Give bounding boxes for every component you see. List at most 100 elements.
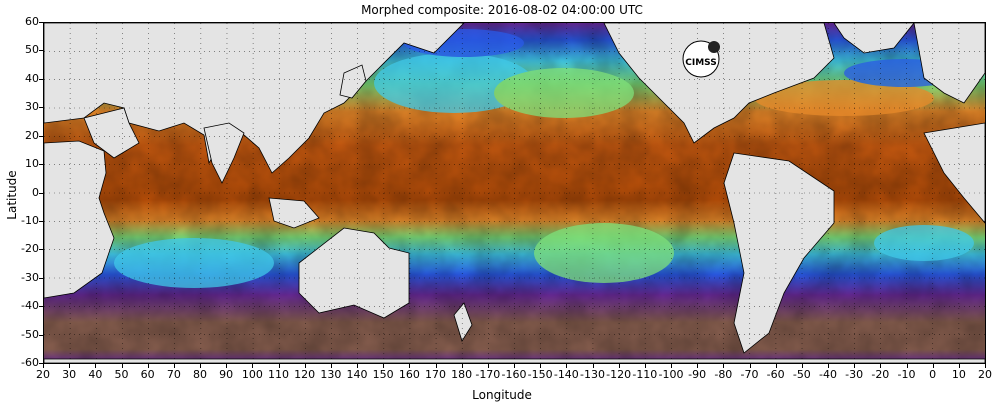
- x-tick-label: 180: [451, 368, 473, 381]
- y-tick-mark: [39, 107, 43, 109]
- x-tick-label: -150: [527, 368, 553, 381]
- land-masses: [44, 23, 985, 363]
- y-tick-mark: [39, 306, 43, 308]
- x-tick-label: -60: [766, 368, 785, 381]
- x-tick-label: -70: [740, 368, 759, 381]
- y-tick-label: 10: [25, 157, 39, 171]
- australia: [298, 227, 410, 319]
- x-tick-mark: [671, 364, 672, 368]
- x-tick-mark: [278, 364, 280, 368]
- x-tick-mark: [357, 364, 358, 368]
- x-tick-label: -120: [606, 368, 632, 381]
- x-tick-mark: [592, 364, 594, 368]
- south-america: [723, 152, 835, 354]
- x-tick-mark: [69, 364, 71, 368]
- x-tick-label: 110: [268, 368, 289, 381]
- x-tick-label: 170: [425, 368, 446, 381]
- moisture-streaks: [114, 29, 974, 288]
- y-tick-label: -60: [21, 356, 39, 369]
- x-tick-label: -10: [897, 368, 916, 381]
- x-tick-mark: [985, 364, 986, 368]
- y-tick-label: -30: [21, 270, 39, 284]
- y-tick-label: 50: [25, 43, 39, 57]
- x-tick-label: -90: [688, 368, 707, 381]
- y-tick-mark: [39, 78, 43, 80]
- x-tick-label: -100: [658, 368, 684, 381]
- y-tick-label: 40: [25, 71, 39, 85]
- x-tick-mark: [409, 364, 411, 368]
- x-tick-label: 10: [951, 368, 966, 381]
- x-tick-mark: [880, 364, 882, 368]
- svg-text:CIMSS: CIMSS: [685, 58, 716, 68]
- y-tick-label: 30: [25, 100, 39, 114]
- y-tick-mark: [39, 277, 43, 279]
- x-tick-label: -130: [580, 368, 605, 381]
- x-tick-label: -140: [553, 368, 579, 381]
- x-tick-mark: [330, 364, 332, 368]
- x-tick-mark: [95, 364, 97, 368]
- map-plot-area: CIMSS: [43, 22, 986, 364]
- west-africa: [923, 122, 985, 224]
- x-tick-mark: [487, 364, 489, 368]
- x-tick-label: 70: [166, 368, 181, 381]
- x-tick-mark: [801, 364, 803, 368]
- x-tick-mark: [121, 364, 123, 368]
- x-tick-label: -110: [632, 368, 658, 381]
- x-tick-label: 120: [294, 368, 316, 381]
- x-tick-mark: [906, 364, 908, 368]
- x-axis-label: Longitude: [472, 388, 532, 402]
- x-tick-mark: [828, 364, 829, 368]
- y-tick-mark: [39, 334, 43, 336]
- x-tick-label: -50: [792, 368, 811, 381]
- x-tick-label: 90: [219, 368, 234, 381]
- x-tick-label: -20: [871, 368, 890, 381]
- x-tick-mark: [435, 364, 437, 368]
- y-tick-mark: [39, 192, 43, 194]
- north-america: [603, 23, 835, 144]
- x-tick-label: 80: [193, 368, 207, 381]
- greenland: [833, 23, 915, 54]
- y-tick-mark: [39, 164, 43, 166]
- x-tick-mark: [252, 364, 254, 368]
- y-tick-mark: [39, 220, 43, 222]
- y-tick-label: 60: [25, 15, 39, 28]
- x-tick-mark: [147, 364, 149, 368]
- x-tick-label: 20: [978, 368, 992, 381]
- india: [203, 122, 245, 184]
- x-tick-mark: [43, 364, 44, 368]
- y-tick-mark: [39, 135, 43, 137]
- eurasia: [44, 23, 465, 174]
- y-tick-label: -10: [21, 213, 39, 227]
- y-tick-mark: [39, 249, 43, 251]
- x-tick-mark: [854, 364, 856, 368]
- x-tick-mark: [200, 364, 201, 368]
- y-tick-label: -20: [21, 242, 39, 256]
- europe: [913, 23, 985, 104]
- x-tick-label: 50: [114, 368, 129, 381]
- y-tick-mark: [39, 363, 43, 364]
- x-tick-label: 20: [36, 368, 50, 381]
- x-tick-label: -160: [501, 368, 527, 381]
- x-tick-mark: [958, 364, 960, 368]
- x-tick-label: -40: [819, 368, 837, 381]
- x-tick-label: -30: [845, 368, 864, 381]
- x-tick-label: 130: [320, 368, 342, 381]
- x-tick-mark: [932, 364, 934, 368]
- x-tick-mark: [514, 364, 515, 368]
- x-tick-label: -80: [714, 368, 733, 381]
- x-tick-mark: [775, 364, 777, 368]
- x-tick-label: 40: [88, 368, 103, 381]
- y-tick-label: -50: [21, 327, 39, 341]
- x-tick-mark: [173, 364, 175, 368]
- precipitable-water-map: [44, 23, 985, 363]
- x-tick-mark: [749, 364, 751, 368]
- x-tick-mark: [644, 364, 646, 368]
- y-tick-label: 0: [32, 185, 39, 199]
- x-tick-label: 140: [346, 368, 368, 381]
- graticule: [44, 23, 985, 363]
- y-tick-label: -40: [21, 299, 39, 313]
- y-tick-mark: [39, 50, 43, 52]
- japan: [339, 64, 367, 99]
- x-tick-label: 150: [372, 368, 394, 381]
- x-tick-label: -170: [475, 368, 501, 381]
